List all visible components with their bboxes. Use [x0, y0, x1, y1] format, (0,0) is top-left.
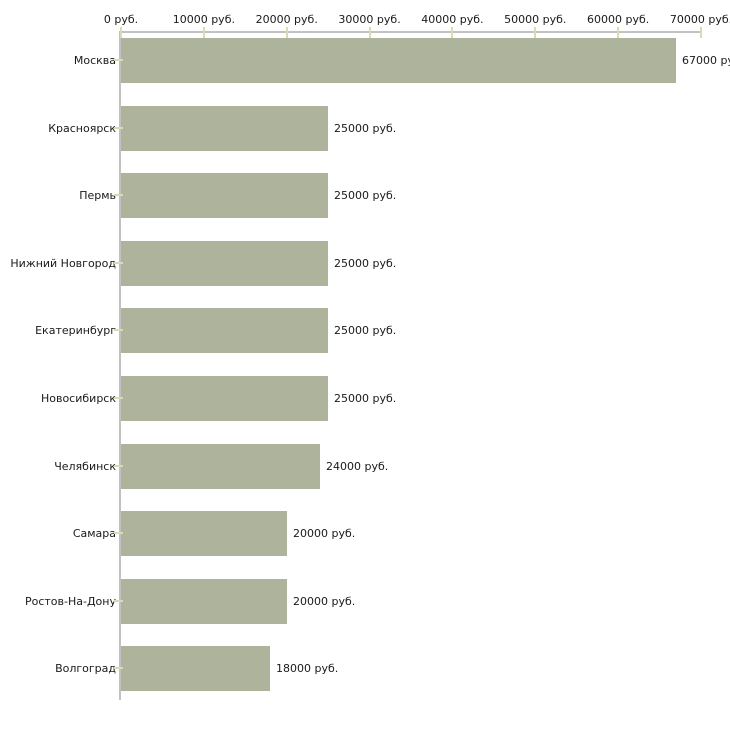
y-tick-mark: [114, 194, 123, 196]
x-tick-mark: [617, 27, 620, 38]
y-tick-mark: [114, 329, 123, 331]
value-label: 25000 руб.: [334, 189, 397, 202]
value-label: 20000 руб.: [293, 527, 356, 540]
x-tick-mark: [700, 27, 702, 38]
value-label: 20000 руб.: [293, 595, 356, 608]
y-tick-mark: [114, 600, 123, 602]
x-tick-label: 0 руб.: [103, 13, 139, 26]
value-label: 67000 руб.: [682, 54, 730, 67]
x-tick-label: 70000 руб.: [669, 13, 730, 26]
x-tick-mark: [534, 27, 537, 38]
value-label: 25000 руб.: [334, 392, 397, 405]
x-tick-mark: [451, 27, 454, 38]
x-tick-label: 30000 руб.: [338, 13, 401, 26]
bar-4: [121, 308, 328, 353]
bar-6: [121, 444, 320, 489]
category-label: Новосибирск: [40, 392, 116, 405]
category-label: Волгоград: [55, 662, 116, 675]
value-label: 25000 руб.: [334, 324, 397, 337]
y-tick-mark: [114, 262, 123, 264]
x-tick-label: 10000 руб.: [172, 13, 235, 26]
x-tick-label: 60000 руб.: [587, 13, 650, 26]
x-tick-label: 40000 руб.: [421, 13, 484, 26]
x-tick-mark: [368, 27, 371, 38]
bar-1: [121, 106, 328, 151]
bar-2: [121, 173, 328, 218]
value-label: 24000 руб.: [326, 460, 389, 473]
value-label: 18000 руб.: [276, 662, 339, 675]
category-label: Самара: [72, 527, 116, 540]
bar-0: [121, 38, 676, 83]
category-label: Челябинск: [54, 460, 116, 473]
bar-5: [121, 376, 328, 421]
y-tick-mark: [114, 397, 123, 399]
y-tick-mark: [114, 532, 123, 534]
y-tick-mark: [114, 465, 123, 467]
y-tick-mark: [114, 667, 123, 669]
bar-3: [121, 241, 328, 286]
value-label: 25000 руб.: [334, 257, 397, 270]
category-label: Нижний Новгород: [10, 257, 116, 270]
y-tick-mark: [114, 59, 123, 61]
y-tick-mark: [114, 127, 123, 129]
category-label: Красноярск: [48, 122, 116, 135]
bar-8: [121, 579, 287, 624]
x-tick-mark: [285, 27, 288, 38]
bar-7: [121, 511, 287, 556]
y-axis-line: [119, 31, 121, 700]
x-tick-label: 50000 руб.: [504, 13, 567, 26]
category-label: Ростов-На-Дону: [24, 595, 116, 608]
category-label: Москва: [73, 54, 116, 67]
x-tick-mark: [202, 27, 205, 38]
x-axis-line: [119, 31, 702, 33]
value-label: 25000 руб.: [334, 122, 397, 135]
x-tick-mark: [120, 27, 122, 38]
category-label: Пермь: [79, 189, 116, 202]
category-label: Екатеринбург: [35, 324, 116, 337]
x-tick-label: 20000 руб.: [255, 13, 318, 26]
bar-9: [121, 646, 270, 691]
